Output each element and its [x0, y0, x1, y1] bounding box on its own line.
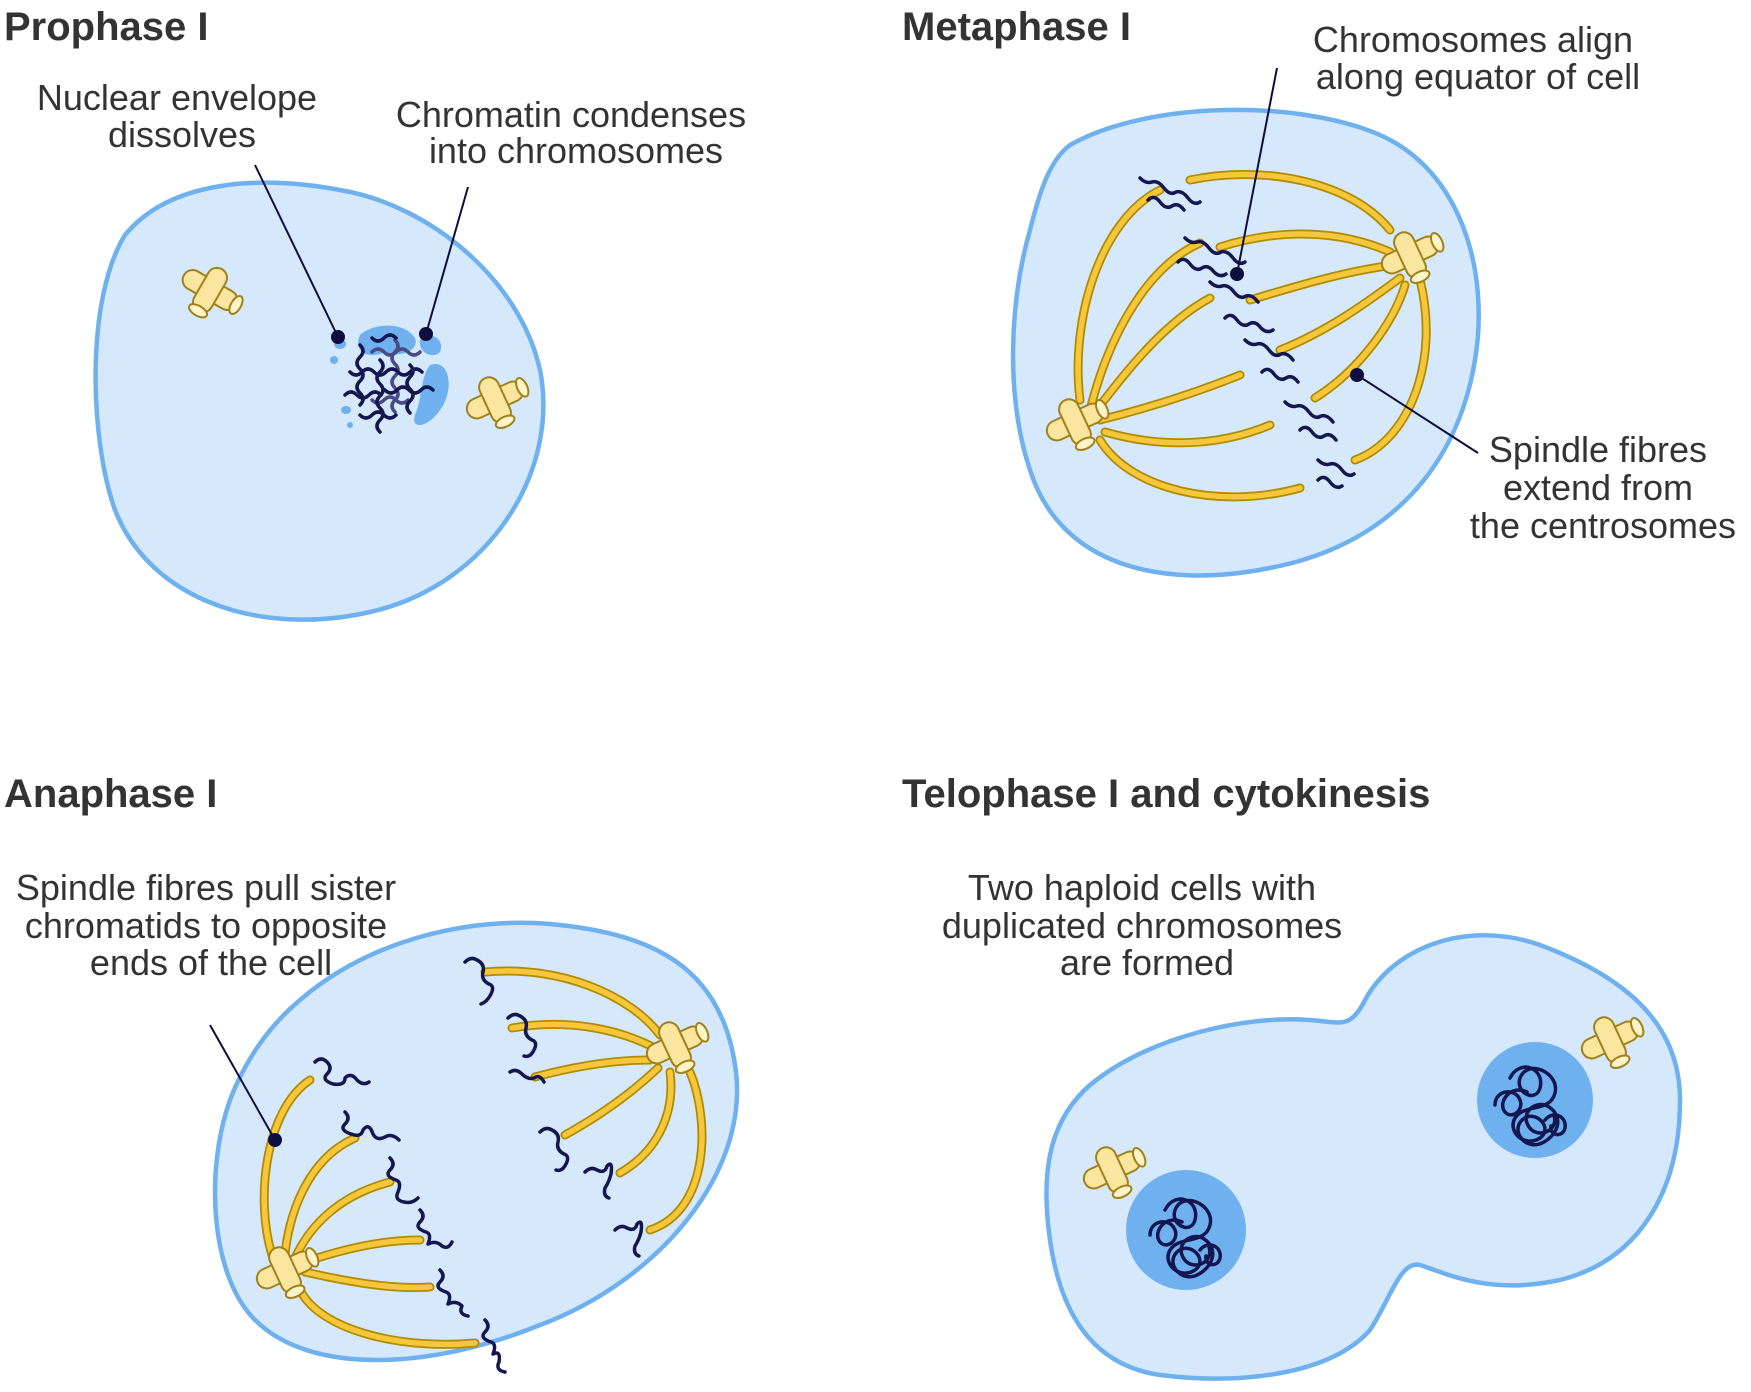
prophase-title: Prophase I: [4, 5, 209, 49]
panel-prophase: Prophase I Nuclear envelope dissolves Ch…: [4, 5, 756, 622]
metaphase-leader-spindle: [1356, 374, 1479, 454]
metaphase-dot-align: [1230, 267, 1244, 281]
telophase-title: Telophase I and cytokinesis: [902, 772, 1430, 816]
anaphase-chromatids-right: [463, 956, 644, 1258]
prophase-label-chromatin: Chromatin condenses into chromosomes: [396, 94, 756, 171]
prophase-chromatin: [343, 333, 435, 434]
metaphase-spindle-fibres: [1073, 169, 1431, 502]
anaphase-leader-spindle: [209, 1024, 276, 1141]
metaphase-label-spindle: Spindle fibres extend from the centrosom…: [1470, 429, 1736, 546]
prophase-leader-envelope: [254, 164, 339, 338]
telophase-nucleus-right: [1477, 1042, 1593, 1158]
metaphase-leader-align: [1236, 67, 1278, 275]
panel-metaphase: Metaphase I Chromosomes align along equa…: [902, 5, 1736, 578]
panel-anaphase: Anaphase I Spindle fibres pull sister ch…: [4, 772, 740, 1374]
metaphase-dot-spindle: [1350, 368, 1364, 382]
anaphase-label-spindle-pull: Spindle fibres pull sister chromatids to…: [16, 867, 406, 983]
anaphase-spindle-fibres: [259, 966, 707, 1349]
metaphase-chromosomes: [1138, 176, 1356, 490]
anaphase-dot-spindle: [268, 1133, 282, 1147]
prophase-dot-chromatin: [419, 327, 433, 341]
telophase-label-haploid: Two haploid cells with duplicated chromo…: [942, 867, 1352, 983]
anaphase-chromatids-left: [313, 1057, 507, 1374]
telophase-nucleus-left: [1126, 1170, 1246, 1290]
metaphase-label-align: Chromosomes align along equator of cell: [1313, 19, 1643, 97]
panel-telophase: Telophase I and cytokinesis Two haploid …: [902, 772, 1683, 1381]
anaphase-title: Anaphase I: [4, 772, 217, 816]
prophase-dot-envelope: [331, 330, 345, 344]
prophase-label-nuclear-envelope: Nuclear envelope dissolves: [37, 77, 327, 155]
prophase-leader-chromatin: [425, 186, 469, 335]
metaphase-title: Metaphase I: [902, 5, 1131, 49]
